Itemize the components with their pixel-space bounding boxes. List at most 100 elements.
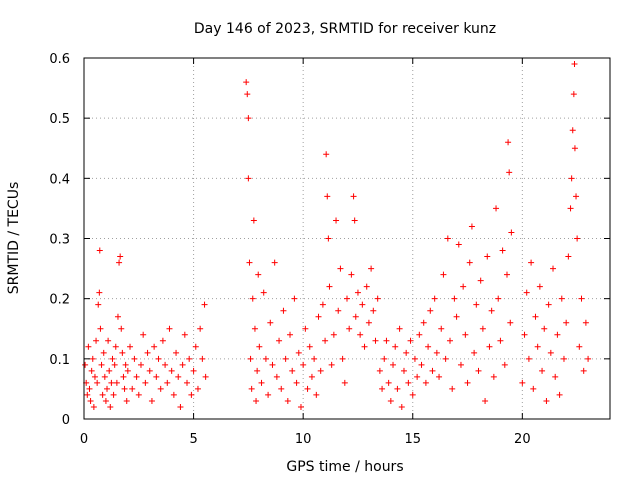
data-point — [383, 337, 390, 344]
data-point — [453, 313, 460, 320]
data-point — [433, 349, 440, 356]
data-point — [302, 325, 309, 332]
data-point — [199, 355, 206, 362]
data-point — [396, 325, 403, 332]
y-tick-label: 0.5 — [49, 112, 70, 127]
data-point — [308, 373, 315, 380]
data-point — [398, 403, 405, 410]
data-point — [109, 355, 116, 362]
data-point — [245, 175, 252, 182]
data-point — [477, 277, 484, 284]
data-point — [90, 403, 97, 410]
data-point — [547, 349, 554, 356]
data-point — [122, 361, 129, 368]
data-point — [354, 289, 361, 296]
data-point — [571, 145, 578, 152]
data-point — [246, 259, 253, 266]
x-tick-label: 15 — [404, 432, 421, 447]
data-point — [571, 61, 578, 68]
data-point — [352, 313, 359, 320]
data-point — [351, 217, 358, 224]
data-point — [541, 325, 548, 332]
data-point — [574, 235, 581, 242]
data-point — [192, 343, 199, 350]
data-point — [280, 307, 287, 314]
data-point — [175, 373, 182, 380]
data-point — [247, 355, 254, 362]
data-point — [102, 397, 109, 404]
data-point — [359, 301, 366, 308]
y-tick-label: 0.2 — [49, 293, 70, 308]
data-point — [530, 385, 537, 392]
data-point — [101, 373, 108, 380]
data-point — [184, 379, 191, 386]
data-point — [98, 361, 105, 368]
data-point — [499, 247, 506, 254]
data-point — [112, 343, 119, 350]
data-point — [120, 373, 127, 380]
data-point — [501, 361, 508, 368]
data-point — [88, 367, 95, 374]
data-point — [403, 349, 410, 356]
data-point — [100, 349, 107, 356]
data-point — [560, 355, 567, 362]
data-point — [244, 91, 251, 98]
data-point — [262, 355, 269, 362]
data-point — [317, 367, 324, 374]
data-point — [116, 259, 123, 266]
data-point — [365, 319, 372, 326]
data-point — [94, 379, 101, 386]
data-point — [407, 337, 414, 344]
data-point — [110, 391, 117, 398]
data-point — [361, 343, 368, 350]
data-point — [293, 379, 300, 386]
data-point — [392, 343, 399, 350]
data-point — [576, 343, 583, 350]
data-point — [550, 265, 557, 272]
data-point — [105, 337, 112, 344]
data-point — [460, 283, 467, 290]
data-point — [431, 295, 438, 302]
data-point — [297, 403, 304, 410]
data-point — [488, 307, 495, 314]
data-point — [341, 379, 348, 386]
data-point — [536, 283, 543, 290]
data-point — [363, 283, 370, 290]
data-point — [444, 235, 451, 242]
data-point — [86, 385, 93, 392]
data-point — [151, 343, 158, 350]
data-point — [157, 385, 164, 392]
y-axis-label: SRMTID / TECUs — [6, 182, 22, 295]
data-point — [295, 349, 302, 356]
y-tick-label: 0 — [62, 413, 70, 428]
data-point — [578, 295, 585, 302]
data-point — [173, 349, 180, 356]
data-point — [368, 265, 375, 272]
data-point — [438, 325, 445, 332]
y-tick-label: 0.6 — [49, 52, 70, 67]
data-point — [87, 397, 94, 404]
data-point — [339, 355, 346, 362]
data-point — [123, 397, 130, 404]
data-point — [387, 397, 394, 404]
x-tick-label: 5 — [189, 432, 197, 447]
data-point — [326, 283, 333, 290]
data-point — [333, 217, 340, 224]
data-point — [519, 379, 526, 386]
data-point — [84, 391, 91, 398]
data-point — [475, 367, 482, 374]
data-point — [429, 367, 436, 374]
data-point — [565, 253, 572, 260]
data-point — [328, 361, 335, 368]
data-point — [484, 253, 491, 260]
data-point — [177, 403, 184, 410]
data-point — [96, 247, 103, 254]
data-point — [250, 217, 257, 224]
data-point — [315, 313, 322, 320]
data-point — [528, 259, 535, 266]
data-point — [188, 391, 195, 398]
data-point — [325, 235, 332, 242]
data-point — [306, 343, 313, 350]
data-point — [440, 271, 447, 278]
data-point — [251, 325, 258, 332]
